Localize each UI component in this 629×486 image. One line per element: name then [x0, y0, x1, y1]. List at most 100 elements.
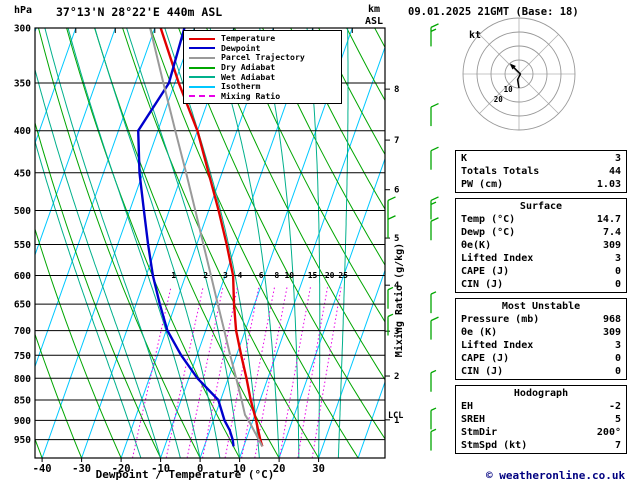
stats-table: Surface Temp (°C) 14.7 Dewp (°C) 7.4 θe(K) 309…	[455, 198, 627, 293]
wind-barb	[387, 313, 394, 336]
legend-line-sample	[189, 47, 215, 50]
stat-label: Lifted Index	[461, 253, 534, 264]
mixing-ratio-value-label: 20	[325, 271, 335, 280]
hodograph-trace-arrow	[509, 63, 516, 70]
stat-label: Pressure (mb)	[461, 314, 540, 325]
stat-label: K	[461, 153, 468, 164]
isotherm-line	[318, 268, 385, 458]
legend-item: Mixing Ratio	[189, 90, 337, 102]
stats-row: Pressure (mb) 968	[456, 313, 626, 326]
wind-barb	[430, 146, 439, 170]
mixing-ratio-value-label: 3	[223, 271, 228, 280]
dry-adiabat-line	[35, 332, 83, 458]
stats-row: Temp (°C) 14.7	[456, 213, 626, 226]
stat-label: Dewp (°C)	[461, 227, 516, 238]
stat-value: 0	[614, 353, 621, 364]
km-tick-label: 4	[394, 281, 400, 291]
legend-label: Isotherm	[221, 81, 261, 92]
legend-item: Wet Adiabat	[189, 72, 337, 82]
pressure-tick-label: 650	[14, 300, 31, 311]
stat-value: -2	[608, 401, 621, 412]
temp-tick-label: 10	[233, 463, 246, 475]
stat-value: 5	[614, 414, 621, 425]
stats-table-header: Most Unstable	[501, 301, 581, 312]
pressure-tick-label: 300	[14, 24, 31, 35]
stat-value: 200°	[596, 427, 621, 438]
hodograph-trace	[511, 65, 522, 89]
stat-value: 0	[614, 366, 621, 377]
pressure-tick-label: 400	[14, 126, 31, 137]
km-tick-label: 5	[394, 234, 399, 244]
stats-row: Dewp (°C) 7.4	[456, 226, 626, 239]
stats-row: SREH 5	[456, 413, 626, 426]
wind-barb	[430, 316, 439, 340]
legend-item: Isotherm	[189, 82, 337, 92]
pressure-tick-label: 850	[14, 395, 31, 406]
stat-label: Lifted Index	[461, 340, 534, 351]
hodograph-ring-label: 20	[494, 95, 504, 104]
isotherm-line	[35, 28, 156, 368]
stat-label: Totals Totals	[461, 166, 540, 177]
mixing-ratio-line	[224, 287, 260, 458]
pressure-tick-label: 550	[14, 240, 31, 251]
wind-barb	[430, 428, 437, 451]
stats-row: EH -2	[456, 400, 626, 413]
stat-label: CAPE (J)	[461, 266, 510, 277]
stats-row: θe (K) 309	[456, 326, 626, 339]
plot-border	[34, 27, 386, 459]
km-tick-label: 6	[394, 186, 399, 196]
stats-row: StmDir 200°	[456, 426, 626, 439]
legend-label: Parcel Trajectory	[221, 52, 305, 63]
isotherm-line	[357, 380, 385, 458]
legend-label: Wet Adiabat	[221, 71, 276, 82]
wind-barb	[430, 23, 439, 47]
wind-barb	[430, 217, 439, 241]
temp-tick-label: -10	[151, 463, 170, 475]
stat-label: Temp (°C)	[461, 214, 516, 225]
legend-label: Temperature	[221, 33, 276, 44]
stat-value: 968	[602, 314, 621, 325]
stats-panel: K 3 Totals Totals 44 PW (cm) 1.03 Surface Temp …	[455, 150, 627, 459]
hodograph-ring-label: 10	[504, 85, 514, 94]
wind-barb	[387, 196, 396, 220]
stat-label: θe (K)	[461, 327, 498, 338]
stat-label: CAPE (J)	[461, 353, 510, 364]
stats-row: StmSpd (kt) 7	[456, 439, 626, 452]
pressure-tick-label: 800	[14, 374, 31, 385]
isotherm-line	[35, 28, 77, 145]
stats-table: Most Unstable Pressure (mb) 968 θe (K) 309 Li…	[455, 298, 627, 380]
stats-table-header: Surface	[519, 201, 563, 212]
legend-item: Dry Adiabat	[189, 63, 337, 73]
legend-label: Dewpoint	[221, 42, 261, 53]
legend-line-sample	[189, 56, 215, 59]
mixing-ratio-value-label: 2	[203, 271, 208, 280]
stats-row: CAPE (J) 0	[456, 352, 626, 365]
km-tick-label: 1	[394, 416, 399, 426]
stat-label: StmSpd (kt)	[461, 440, 528, 451]
stat-label: EH	[461, 401, 474, 412]
isotherm-line	[278, 157, 385, 458]
wind-barb	[387, 215, 396, 239]
stat-label: StmDir	[461, 427, 498, 438]
lcl-label: LCL	[388, 411, 403, 421]
mixing-ratio-line	[254, 287, 288, 458]
stat-value: 309	[602, 240, 621, 251]
mixing-ratio-value-label: 8	[274, 271, 279, 280]
stat-value: 1.03	[596, 179, 621, 190]
stat-label: PW (cm)	[461, 179, 504, 190]
legend-item: Dewpoint	[189, 42, 337, 54]
parcel-trajectory-curve	[149, 28, 264, 447]
stat-label: CIN (J)	[461, 366, 504, 377]
legend-label: Mixing Ratio	[221, 90, 281, 101]
stat-value: 14.7	[596, 214, 621, 225]
stat-value: 7	[614, 440, 621, 451]
mixing-ratio-value-label: 4	[238, 271, 243, 280]
temp-tick-label: -20	[112, 463, 131, 475]
mixing-ratio-line	[311, 287, 342, 458]
wind-barb	[430, 103, 439, 127]
km-tick-label: 3	[394, 327, 399, 337]
stat-value: 3	[614, 340, 621, 351]
stats-row: Totals Totals 44	[456, 165, 626, 178]
